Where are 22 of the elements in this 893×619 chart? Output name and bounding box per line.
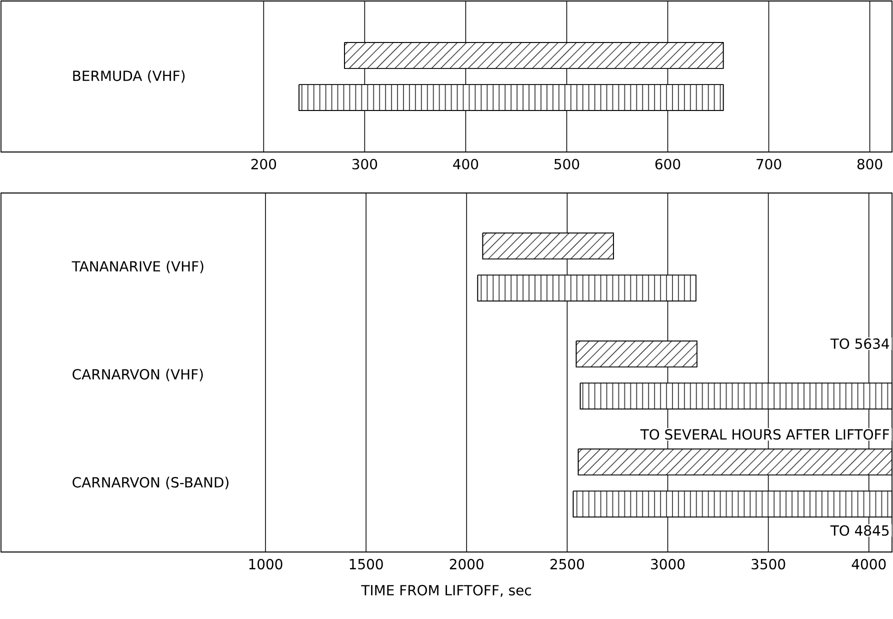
x-tick-label: 500 — [554, 158, 580, 170]
x-tick-label: 1000 — [249, 558, 282, 570]
x-tick-label: 1500 — [350, 558, 383, 570]
y-tick-label: CARNARVON (S-BAND) — [72, 476, 228, 490]
x-tick-label: 200 — [251, 158, 276, 170]
x-tick-label: 400 — [453, 158, 478, 170]
annotation: TO SEVERAL HOURS AFTER LIFTOFF — [640, 429, 890, 440]
x-tick-label: 3000 — [651, 558, 685, 570]
x-tick-label: 2000 — [450, 558, 484, 570]
x-tick-label: 800 — [857, 158, 882, 170]
x-tick-label: 300 — [352, 158, 378, 170]
x-axis-title: TIME FROM LIFTOFF, sec — [361, 584, 531, 597]
x-tick-label: 4000 — [852, 558, 886, 570]
y-tick-label: CARNARVON (VHF) — [72, 368, 203, 382]
x-tick-label: 600 — [655, 158, 680, 170]
x-tick-label: 700 — [756, 158, 782, 170]
y-tick-label: BERMUDA (VHF) — [73, 70, 185, 83]
x-tick-label: 2500 — [550, 558, 584, 570]
annotation: TO 4845 — [830, 525, 889, 536]
annotation: TO 5634 — [830, 338, 890, 349]
x-tick-label: 3500 — [752, 558, 786, 570]
y-tick-label: TANANARIVE (VHF) — [72, 260, 204, 274]
